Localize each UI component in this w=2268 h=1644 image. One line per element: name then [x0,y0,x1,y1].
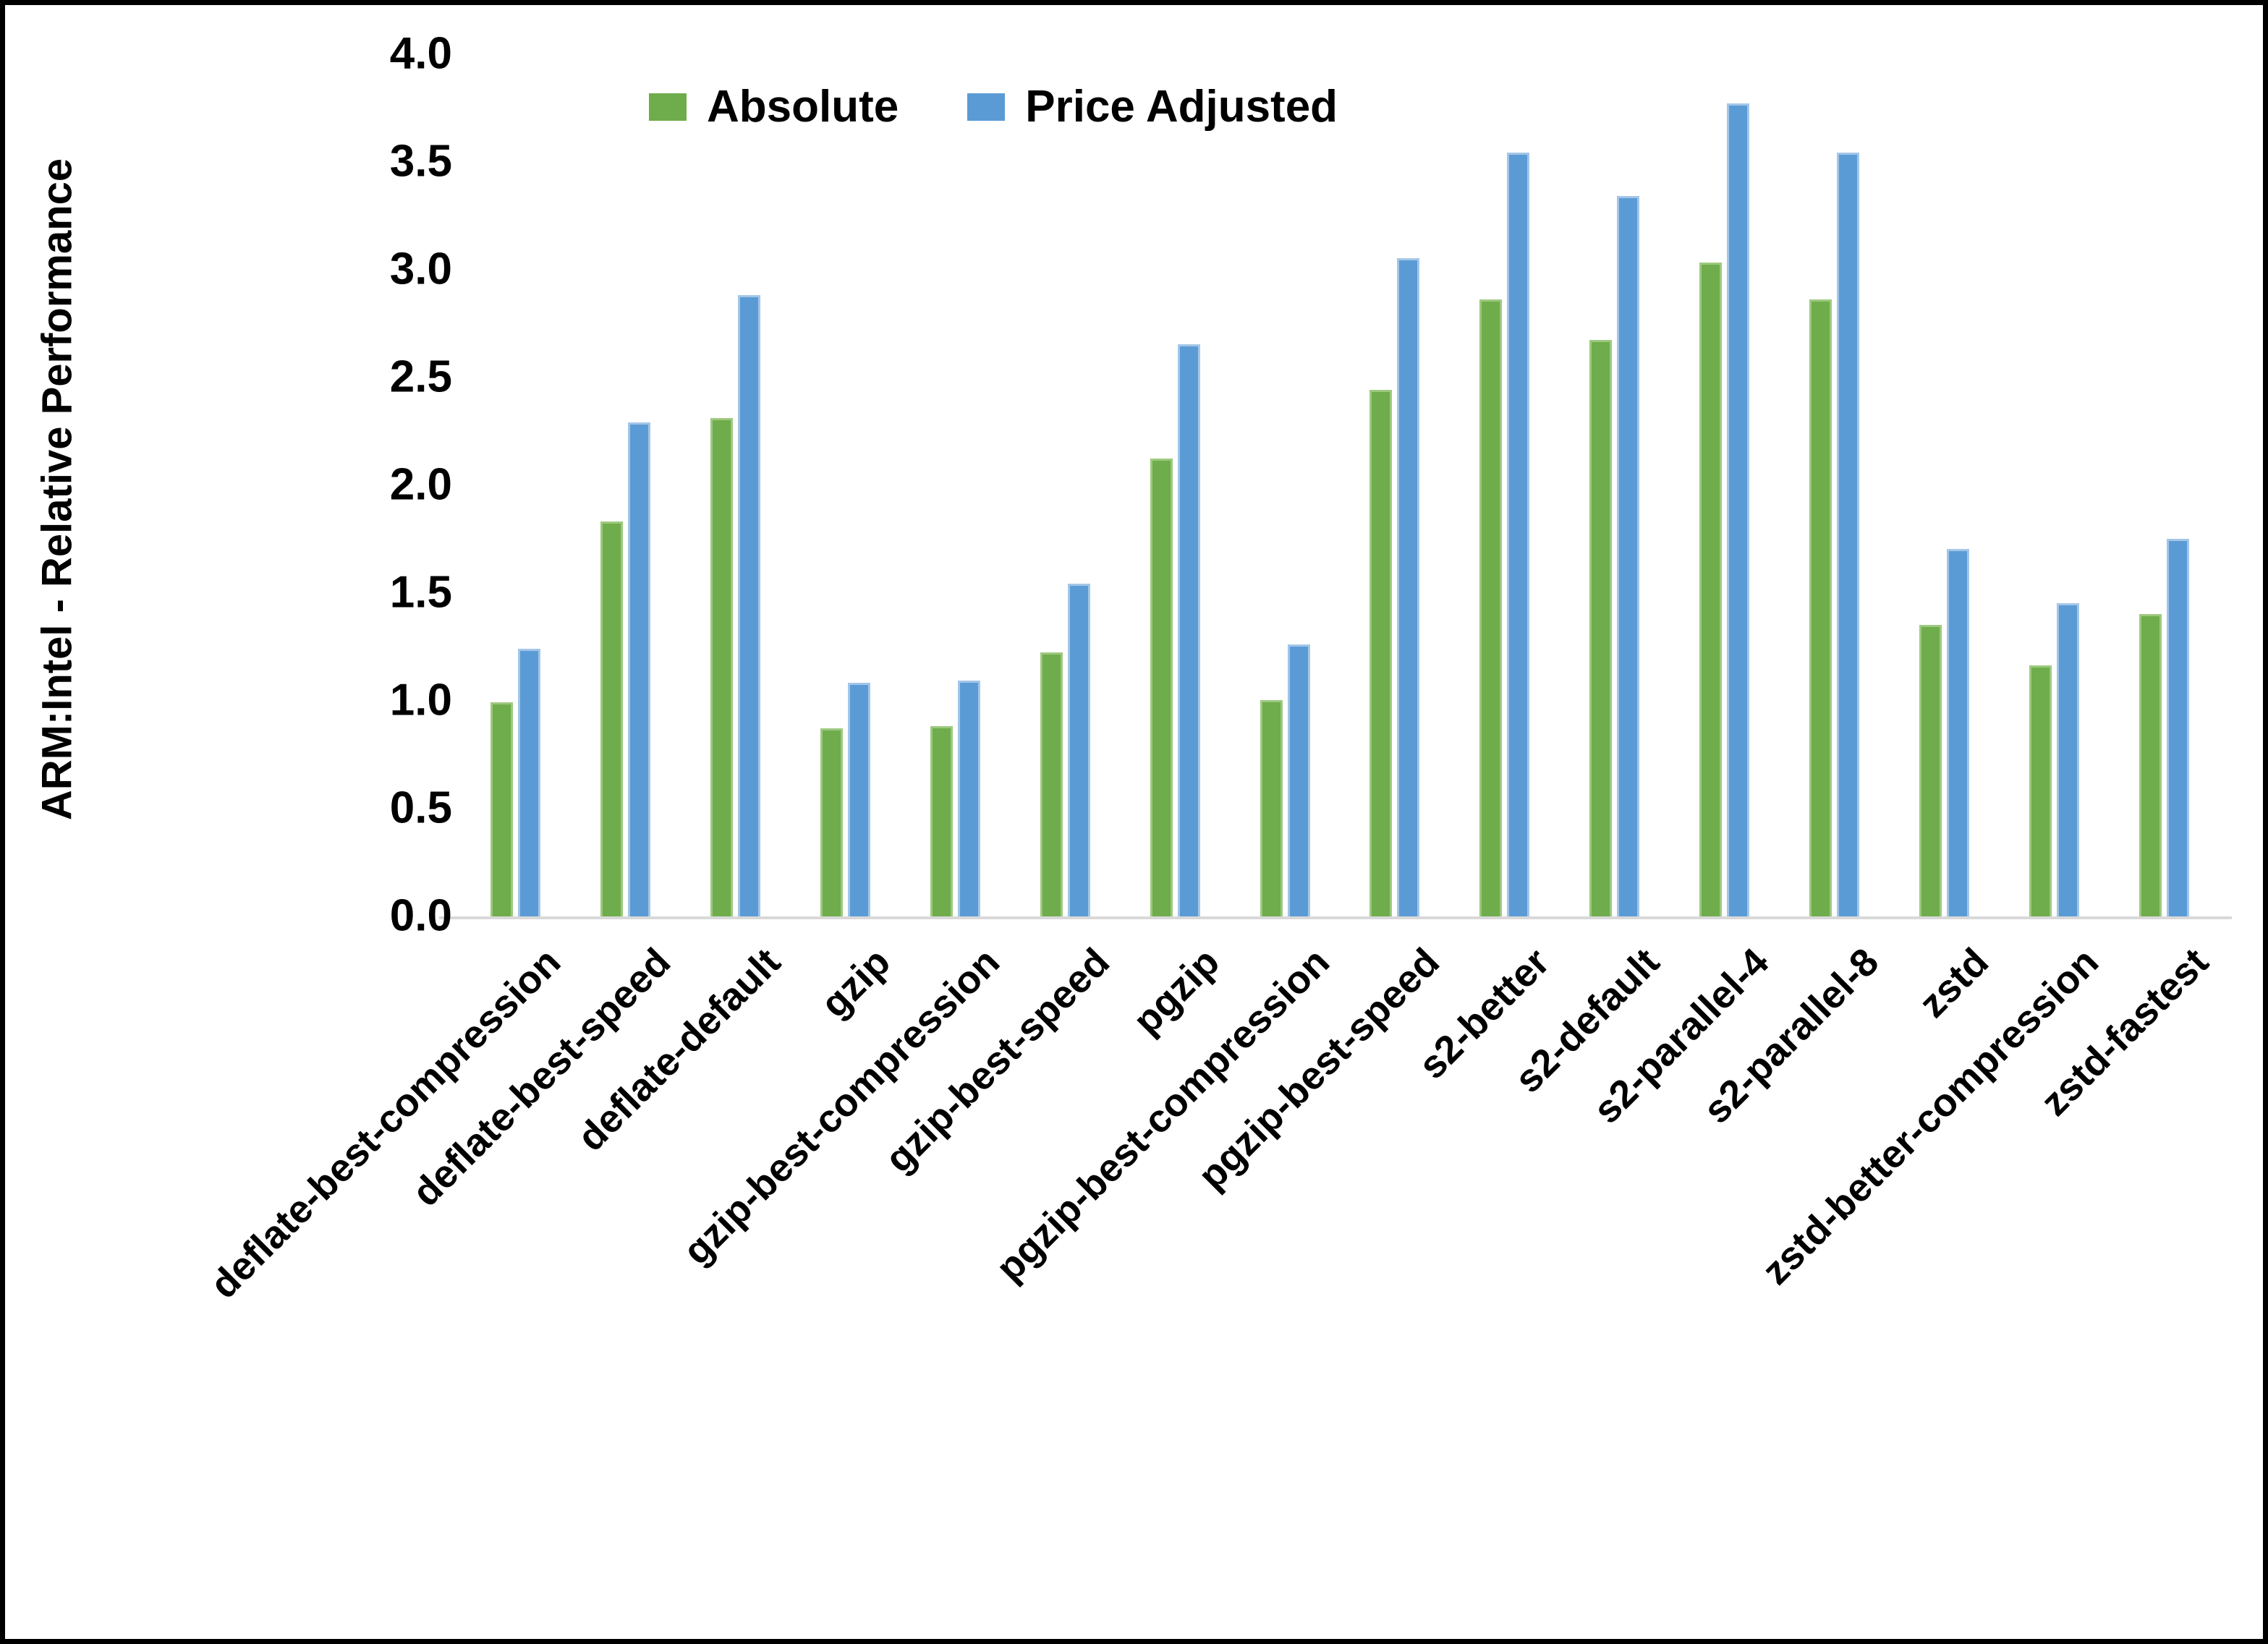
bar-gzip-absolute [820,728,844,918]
legend: Absolute Price Adjusted [649,81,1338,132]
bar-zstd-better-compression-price-adjusted [2056,602,2079,918]
bar-pgzip-best-speed-price-adjusted [1397,258,1420,918]
bar-group-s2-parallel-4 [1699,56,1750,918]
y-tick-label: 2.0 [389,459,452,510]
bar-gzip-best-compression-price-adjusted [957,681,980,918]
bar-deflate-best-speed-absolute [600,521,624,918]
bar-s2-parallel-8-price-adjusted [1836,153,1859,918]
bar-group-deflate-best-compression [490,56,541,918]
x-category-label: gzip [812,940,899,1026]
bar-s2-better-absolute [1479,299,1503,918]
bar-gzip-best-speed-absolute [1040,652,1063,918]
bar-group-gzip-best-speed [1040,56,1090,918]
bar-gzip-price-adjusted [848,683,871,918]
y-tick-label: 0.5 [389,783,452,833]
bar-pgzip-price-adjusted [1177,344,1200,918]
bar-group-deflate-best-speed [600,56,651,918]
legend-swatch-icon [967,93,1006,121]
bar-group-gzip [820,56,871,918]
y-tick-label: 4.0 [389,28,452,79]
bar-zstd-fastest-price-adjusted [2166,538,2189,918]
bar-group-s2-default [1589,56,1640,918]
plot-area [461,56,2219,918]
bar-gzip-best-speed-price-adjusted [1067,584,1090,918]
bar-zstd-better-compression-absolute [2029,665,2052,918]
y-tick-label: 1.0 [389,675,452,725]
bar-s2-default-absolute [1589,340,1613,918]
y-axis-title: ARM:Intel - Relative Performance [33,158,81,821]
bar-group-gzip-best-compression [930,56,980,918]
y-tick-label: 3.5 [389,136,452,187]
bar-deflate-default-absolute [710,417,734,918]
bar-group-pgzip-best-speed [1369,56,1420,918]
bar-gzip-best-compression-absolute [930,725,953,918]
bar-s2-parallel-4-absolute [1699,263,1723,918]
bar-group-zstd [1919,56,1969,918]
bar-group-pgzip-best-compression [1260,56,1310,918]
bar-group-deflate-default [710,56,761,918]
legend-label: Absolute [707,82,899,132]
bar-pgzip-best-compression-absolute [1260,700,1283,918]
y-tick-label: 1.5 [389,567,452,618]
bar-deflate-best-compression-absolute [490,702,514,918]
bar-zstd-absolute [1919,624,1942,918]
x-category-label: deflate-default [569,940,789,1160]
x-category-label: zstd [1911,940,1997,1026]
bar-group-s2-parallel-8 [1809,56,1859,918]
legend-item-price-adjusted: Price Adjusted [967,81,1338,132]
x-axis-line [439,916,2232,919]
y-tick-label: 2.5 [389,352,452,402]
x-category-label: pgzip [1125,940,1228,1043]
bar-group-zstd-better-compression [2029,56,2079,918]
bar-deflate-best-compression-price-adjusted [518,648,541,918]
bar-s2-default-price-adjusted [1617,195,1640,918]
bar-group-pgzip [1150,56,1200,918]
bar-group-s2-better [1479,56,1530,918]
y-tick-label: 0.0 [389,890,452,941]
legend-swatch-icon [649,93,687,121]
bar-zstd-fastest-absolute [2139,613,2162,918]
bar-pgzip-best-speed-absolute [1369,389,1393,918]
bars-container [461,56,2219,918]
bar-deflate-best-speed-price-adjusted [628,422,651,918]
bar-pgzip-absolute [1150,459,1173,918]
y-tick-label: 3.0 [389,244,452,294]
bar-zstd-price-adjusted [1946,549,1969,918]
bar-pgzip-best-compression-price-adjusted [1287,644,1310,918]
legend-label: Price Adjusted [1025,82,1338,132]
legend-item-absolute: Absolute [649,81,899,132]
bar-s2-better-price-adjusted [1507,153,1530,918]
bar-deflate-default-price-adjusted [738,294,761,918]
bar-s2-parallel-4-price-adjusted [1727,103,1750,918]
bar-group-zstd-fastest [2139,56,2189,918]
bar-s2-parallel-8-absolute [1809,299,1832,918]
